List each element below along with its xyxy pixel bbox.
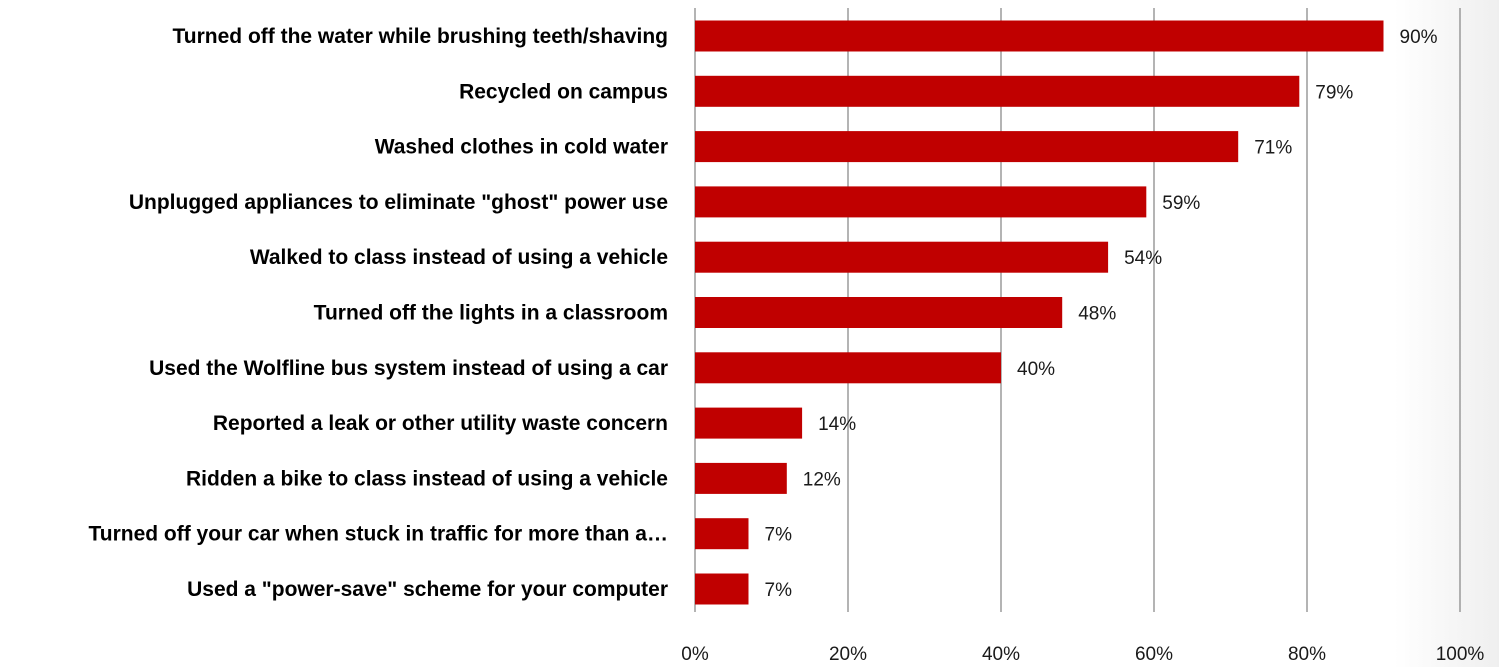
value-label: 48% — [1078, 304, 1116, 325]
x-tick-label: 40% — [982, 644, 1020, 665]
x-tick-label: 20% — [829, 644, 867, 665]
bar — [695, 462, 787, 494]
bar — [695, 75, 1300, 107]
value-label: 79% — [1315, 82, 1353, 103]
category-label: Turned off your car when stuck in traffi… — [88, 523, 668, 546]
category-label: Turned off the lights in a classroom — [314, 302, 668, 325]
category-label: Walked to class instead of using a vehic… — [250, 246, 668, 269]
value-label: 12% — [803, 469, 841, 490]
x-axis-tick-labels: 0% 20% 40% 60% 80% 100% — [681, 644, 1484, 665]
category-label: Unplugged appliances to eliminate "ghost… — [129, 191, 668, 214]
bar — [695, 20, 1384, 52]
x-tick-label: 0% — [681, 644, 709, 665]
category-labels: Turned off the water while brushing teet… — [88, 25, 668, 601]
bar — [695, 131, 1239, 163]
value-label: 59% — [1162, 193, 1200, 214]
value-label: 7% — [765, 580, 793, 601]
category-label: Reported a leak or other utility waste c… — [213, 412, 668, 435]
x-tick-label: 80% — [1288, 644, 1326, 665]
category-label: Used the Wolfline bus system instead of … — [149, 357, 668, 380]
bar — [695, 407, 803, 439]
value-label: 90% — [1400, 27, 1438, 48]
value-label: 54% — [1124, 248, 1162, 269]
value-labels: 90% 79% 71% 59% 54% 48% 40% 14% 12% 7% 7% — [765, 27, 1438, 601]
value-label: 40% — [1017, 359, 1055, 380]
bars — [695, 20, 1384, 605]
value-label: 71% — [1254, 138, 1292, 159]
category-label: Turned off the water while brushing teet… — [173, 25, 668, 48]
x-tick-label: 100% — [1436, 644, 1485, 665]
value-label: 14% — [818, 414, 856, 435]
category-label: Used a "power-save" scheme for your comp… — [187, 578, 668, 601]
bar — [695, 352, 1001, 384]
category-label: Ridden a bike to class instead of using … — [186, 467, 668, 490]
bar — [695, 573, 749, 605]
bar — [695, 518, 749, 550]
value-label: 7% — [765, 525, 793, 546]
bar — [695, 186, 1147, 218]
category-label: Washed clothes in cold water — [375, 136, 668, 159]
bar — [695, 297, 1063, 328]
category-label: Recycled on campus — [459, 80, 668, 103]
bar — [695, 241, 1109, 273]
x-tick-label: 60% — [1135, 644, 1173, 665]
